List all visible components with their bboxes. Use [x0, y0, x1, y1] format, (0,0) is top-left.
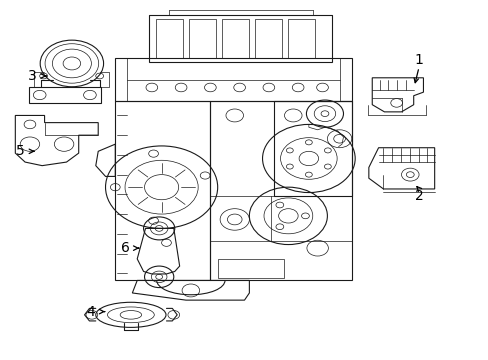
Text: 6: 6 [121, 241, 129, 255]
Text: 2: 2 [414, 189, 423, 203]
Text: 5: 5 [16, 144, 24, 158]
Text: 4: 4 [86, 305, 95, 319]
Text: 3: 3 [28, 69, 37, 83]
Text: 1: 1 [414, 53, 423, 67]
